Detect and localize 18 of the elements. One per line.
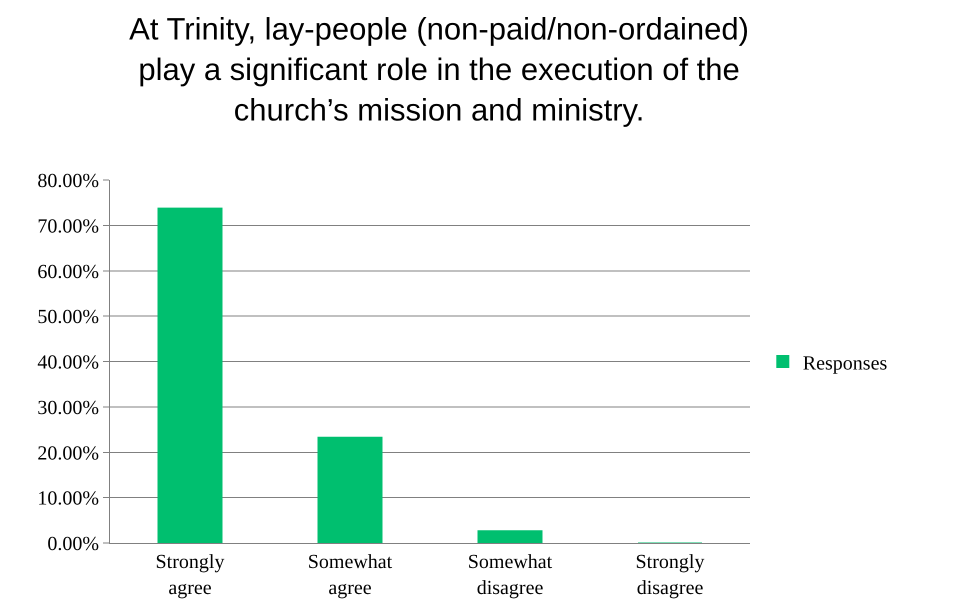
y-tick-label: 0.00%	[47, 533, 99, 555]
x-tick-label: Somewhat agree	[308, 551, 393, 599]
y-tick-label: 20.00%	[37, 442, 99, 464]
y-tick-label: 70.00%	[37, 215, 99, 238]
x-tick-label: Somewhat disagree	[468, 551, 553, 599]
y-tick-label: 60.00%	[37, 260, 99, 283]
y-tick-label: 50.00%	[37, 306, 99, 328]
bar	[158, 208, 222, 543]
y-tick-label: 40.00%	[37, 352, 99, 374]
chart-title: At Trinity, lay-people (non-paid/non-ordained) play a significant role in the execution of the church’s mission and ministry.	[129, 12, 749, 128]
x-tick-label: Strongly disagree	[636, 551, 704, 599]
y-tick-label: 10.00%	[37, 488, 99, 510]
bar	[318, 436, 382, 543]
x-tick-label: Strongly agree	[156, 551, 224, 599]
legend-label: Responses	[802, 352, 888, 374]
y-tick-label: 30.00%	[37, 396, 99, 419]
y-tick-label: 80.00%	[37, 170, 99, 192]
bar	[478, 530, 542, 543]
